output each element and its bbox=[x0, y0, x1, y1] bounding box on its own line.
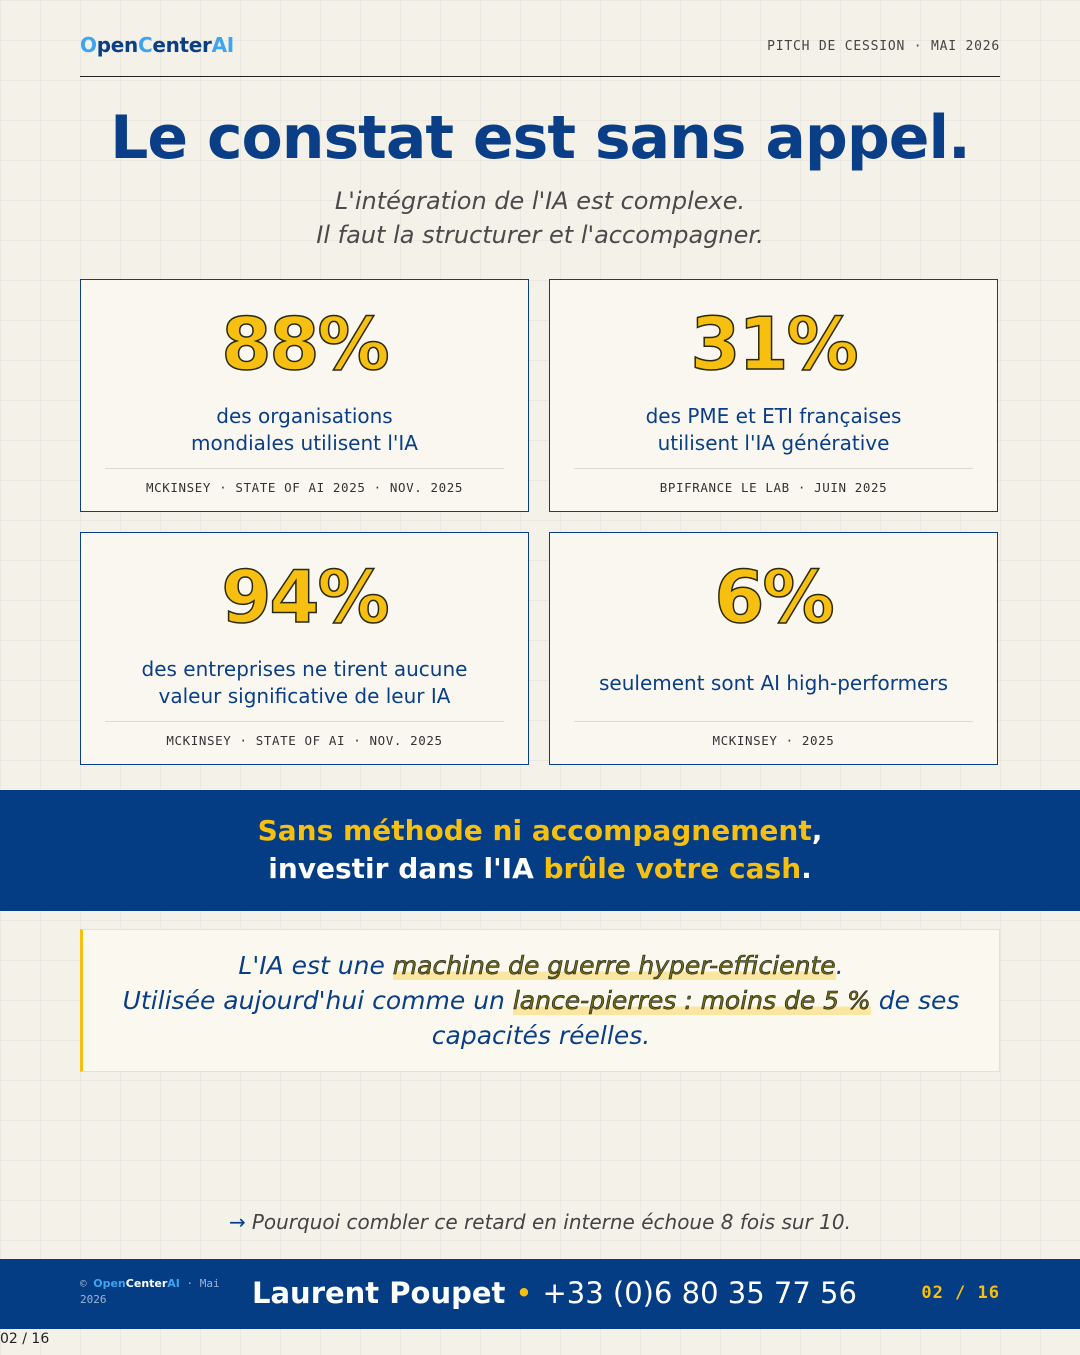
footer-contact: Laurent Poupet • +33 (0)6 80 35 77 56 bbox=[252, 1273, 857, 1313]
page-marker: 02 / 16 bbox=[0, 1331, 50, 1347]
header-context: PITCH DE CESSION · MAI 2026 bbox=[767, 39, 1000, 54]
stat-card-94: 94% des entreprises ne tirent aucune vale… bbox=[80, 532, 529, 765]
quote-highlight: lance-pierres : moins de 5 % bbox=[512, 986, 872, 1016]
stat-description: des organisations mondiales utilisent l'I… bbox=[191, 404, 418, 455]
insight-quote: L'IA est une machine de guerre hyper-eff… bbox=[80, 929, 1000, 1072]
stat-source: MCKINSEY · STATE OF AI 2025 · NOV. 2025 bbox=[105, 468, 504, 495]
stat-card-31: 31% des PME et ETI françaises utilisent l… bbox=[549, 279, 998, 512]
next-slide-teaser: → Pourquoi combler ce retard en interne é… bbox=[229, 1210, 851, 1234]
bullet-separator: • bbox=[515, 1276, 533, 1310]
page-footer: © OpenCenterAI · Mai 2026 Laurent Poupet… bbox=[0, 1259, 1080, 1329]
stat-source: MCKINSEY · STATE OF AI · NOV. 2025 bbox=[105, 721, 504, 748]
page-number: 02 / 16 bbox=[921, 1283, 1000, 1303]
stat-description: des entreprises ne tirent aucune valeur s… bbox=[141, 657, 468, 708]
quote-highlight: machine de guerre hyper-efficiente bbox=[392, 951, 836, 981]
footer-copyright: © OpenCenterAI · Mai 2026 bbox=[80, 1277, 220, 1306]
subtitle-line: Il faut la structurer et l'accompagner. bbox=[316, 221, 764, 249]
stat-value: 88% bbox=[221, 301, 391, 387]
contact-phone: +33 (0)6 80 35 77 56 bbox=[542, 1276, 857, 1310]
stat-card-88: 88% des organisations mondiales utilisent… bbox=[80, 279, 529, 512]
page-title: Le constat est sans appel. bbox=[110, 103, 971, 173]
stat-value: 94% bbox=[221, 554, 391, 640]
page-header: OpenCenterAI PITCH DE CESSION · MAI 2026 bbox=[80, 0, 1000, 77]
stat-value: 31% bbox=[690, 301, 860, 387]
contact-name: Laurent Poupet bbox=[252, 1276, 506, 1310]
stat-value: 6% bbox=[714, 554, 836, 640]
stat-source: MCKINSEY · 2025 bbox=[574, 721, 973, 748]
subtitle-line: L'intégration de l'IA est complexe. bbox=[334, 187, 746, 215]
stat-description: des PME et ETI françaises utilisent l'IA … bbox=[645, 404, 902, 455]
stat-source: BPIFRANCE LE LAB · JUIN 2025 bbox=[574, 468, 973, 495]
stat-description: seulement sont AI high-performers bbox=[598, 670, 948, 695]
arrow-right-icon: → bbox=[229, 1210, 246, 1234]
page-subtitle: L'intégration de l'IA est complexe. Il f… bbox=[0, 184, 1080, 252]
key-message-banner: Sans méthode ni accompagnement, investir… bbox=[0, 790, 1080, 911]
opencenterai-logo: OpenCenterAI bbox=[80, 33, 234, 57]
stat-card-6: 6% seulement sont AI high-performers MCK… bbox=[549, 532, 998, 765]
